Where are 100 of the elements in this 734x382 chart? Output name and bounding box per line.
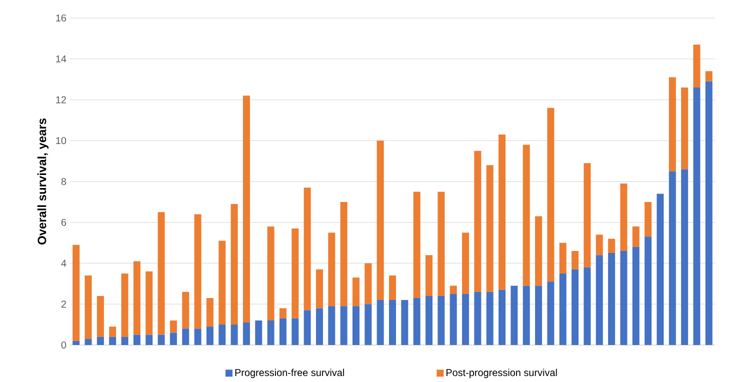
bar: [340, 306, 348, 345]
bar: [182, 328, 190, 345]
bar: [522, 144, 530, 286]
bar: [352, 306, 360, 345]
bar: [292, 228, 299, 318]
y-tick-label: 0: [61, 341, 66, 349]
bar: [681, 87, 688, 170]
bar: [328, 232, 336, 306]
bar: [230, 204, 238, 325]
y-tick-label: 6: [61, 218, 66, 226]
bar: [426, 296, 433, 345]
bar: [328, 306, 336, 345]
bar: [693, 87, 700, 345]
bar: [668, 171, 676, 345]
bar: [279, 308, 286, 318]
bar: [230, 324, 238, 345]
y-tick-label: 12: [56, 96, 66, 104]
bar: [121, 336, 128, 345]
bar: [170, 332, 177, 345]
bar: [292, 318, 299, 345]
y-tick-label: 14: [56, 55, 66, 62]
bar: [632, 226, 640, 247]
bar: [681, 169, 688, 345]
bar: [376, 300, 384, 345]
bar: [242, 96, 250, 323]
bar: [474, 292, 482, 345]
bar: [644, 236, 652, 345]
bar: [656, 194, 664, 345]
bar: [426, 255, 433, 296]
bar: [620, 184, 628, 251]
bar: [158, 334, 165, 345]
bar: [72, 244, 80, 341]
bar: [584, 163, 591, 268]
bar: [389, 276, 396, 300]
bar: [194, 328, 202, 345]
bar: [316, 269, 323, 308]
bar: [705, 71, 712, 82]
bar: [584, 267, 591, 345]
bar: [72, 340, 80, 345]
bar: [596, 234, 603, 256]
bar: [121, 273, 128, 337]
bar: [510, 286, 518, 345]
bar: [133, 261, 140, 335]
bar: [498, 290, 506, 345]
bar: [438, 296, 445, 345]
bar: [474, 150, 482, 292]
bar: [84, 338, 92, 345]
bar: [352, 278, 360, 306]
bar: [462, 294, 470, 345]
bar: [486, 165, 494, 292]
bar: [194, 214, 202, 329]
bar: [218, 240, 226, 325]
bar: [668, 77, 676, 172]
bar: [401, 300, 408, 345]
bar: [608, 253, 616, 345]
bar: [547, 282, 554, 345]
legend-label: Progression-free survival: [235, 368, 344, 378]
bar: [267, 226, 274, 320]
bar: [413, 192, 420, 298]
bar: [146, 334, 153, 345]
bar: [620, 250, 628, 345]
bar: [438, 192, 445, 296]
bar: [316, 308, 323, 345]
bar: [304, 188, 311, 310]
bar: [218, 324, 226, 345]
bar: [559, 273, 566, 345]
y-axis-title: Overall survival, years: [37, 118, 49, 244]
bar: [304, 310, 311, 345]
bar: [705, 81, 712, 345]
y-tick-label: 8: [61, 178, 66, 186]
y-tick-label: 16: [56, 14, 66, 22]
bar: [450, 294, 457, 345]
bar: [109, 326, 116, 337]
bar: [547, 108, 554, 282]
bar: [146, 271, 153, 335]
bar: [96, 296, 104, 337]
bar: [498, 134, 506, 290]
bar: [206, 298, 214, 327]
bar: [96, 336, 104, 345]
bar: [133, 334, 140, 345]
bar: [255, 320, 262, 345]
bar: [242, 322, 250, 345]
bar: [279, 318, 286, 345]
bar: [158, 212, 165, 335]
legend-label: Post-progression survival: [446, 368, 557, 378]
bar: [364, 263, 372, 304]
y-tick-label: 2: [61, 300, 66, 308]
bar: [559, 242, 566, 274]
bar: [364, 304, 372, 345]
bar: [206, 326, 214, 345]
bar: [389, 300, 396, 345]
bar: [182, 292, 190, 329]
bar: [596, 255, 603, 345]
bar: [522, 286, 530, 345]
bar: [340, 202, 348, 306]
bar: [109, 336, 116, 345]
bar: [462, 232, 470, 294]
bar: [693, 44, 700, 88]
bar: [486, 292, 494, 345]
bar: [376, 140, 384, 300]
